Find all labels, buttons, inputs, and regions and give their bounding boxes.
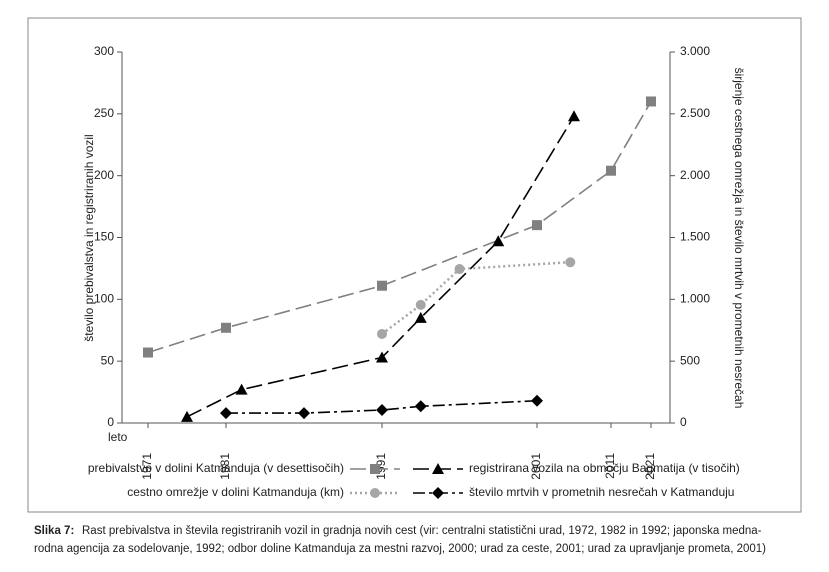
y2-tick-label: 1.000: [680, 292, 710, 306]
marker: [377, 328, 387, 339]
marker: [606, 165, 616, 176]
x-tick-label: 2021: [643, 453, 657, 480]
caption: Rast prebivalstva in števila registriran…: [82, 525, 762, 537]
marker: [143, 347, 153, 358]
caption: rodna agencija za sodelovanje, 1992; odb…: [34, 543, 766, 555]
marker: [565, 257, 576, 268]
x-tick-label: 2011: [603, 453, 617, 479]
legend-marker: [370, 464, 380, 474]
marker: [298, 407, 310, 420]
y2-tick-label: 1.500: [680, 230, 710, 244]
y2-tick-label: 2.500: [680, 106, 710, 120]
legend-label: prebivalstvo v dolini Katmanduja (v dese…: [88, 461, 344, 475]
marker: [531, 394, 543, 407]
marker: [414, 400, 427, 413]
y-tick-label: 300: [94, 44, 114, 58]
x-tick-label: 1981: [218, 453, 232, 480]
marker: [377, 280, 387, 291]
marker: [492, 235, 505, 247]
legend-label: cestno omrežje v dolini Katmanduja (km): [127, 485, 344, 499]
y2-tick-label: 2.000: [680, 168, 710, 182]
marker: [568, 110, 580, 122]
y-tick-label: 200: [94, 168, 114, 182]
legend-label: registrirana vozila na območju Bagmatija…: [469, 461, 740, 475]
frame: [27, 17, 802, 513]
legend-marker: [432, 463, 444, 474]
marker: [221, 322, 231, 333]
x-axis-label: leto: [108, 430, 128, 444]
marker: [646, 96, 656, 107]
marker: [376, 404, 388, 417]
marker: [415, 299, 426, 310]
y-axis-label: število prebivalstva in registriranih vo…: [82, 134, 96, 341]
y2-tick-label: 0: [680, 415, 687, 429]
x-tick-label: 2001: [529, 453, 543, 480]
marker: [414, 311, 427, 323]
caption-label: Slika 7:: [34, 525, 74, 537]
y-tick-label: 250: [94, 106, 114, 120]
series-line: [381, 260, 571, 335]
y2-tick-label: 3.000: [680, 44, 710, 58]
y2-tick-label: 500: [680, 353, 700, 367]
y-tick-label: 100: [94, 292, 114, 306]
legend-marker: [370, 488, 380, 498]
y2-axis-label: širjenje cestnega omrežja in število mrt…: [732, 68, 746, 409]
series-line: [186, 115, 575, 418]
legend-label: število mrtvih v prometnih nesrečah v Ka…: [469, 485, 734, 499]
legend-marker: [432, 487, 444, 499]
marker: [181, 410, 193, 422]
marker: [220, 407, 232, 420]
x-tick-label: 1971: [140, 453, 154, 480]
y-tick-label: 150: [94, 230, 114, 244]
marker: [532, 220, 542, 231]
y-tick-label: 0: [107, 415, 114, 429]
marker: [235, 383, 248, 395]
series-line: [147, 101, 652, 354]
marker: [376, 351, 388, 363]
marker: [454, 264, 465, 275]
y-tick-label: 50: [101, 353, 115, 367]
